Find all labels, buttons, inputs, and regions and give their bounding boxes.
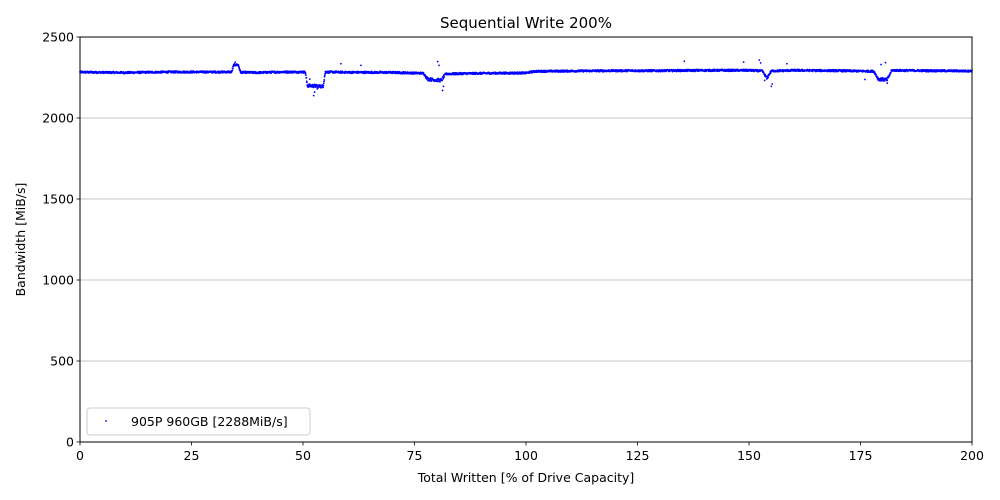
data-point: [881, 77, 884, 79]
data-point: [430, 80, 433, 82]
data-point-outlier: [438, 64, 440, 67]
data-point: [305, 76, 308, 79]
data-point: [304, 74, 307, 77]
data-point: [422, 71, 425, 74]
data-point: [516, 71, 519, 74]
data-point-outlier: [763, 79, 766, 82]
data-point: [443, 76, 446, 78]
x-axis-ticks: 0 25 50 75 100 125 150 175 200: [76, 442, 984, 463]
x-tick-label: 75: [407, 448, 423, 463]
data-point: [323, 79, 326, 81]
data-point-outlier: [884, 61, 887, 64]
data-point: [429, 77, 432, 79]
data-point: [637, 69, 640, 71]
data-point: [886, 79, 889, 81]
grid-lines: [80, 117, 972, 362]
y-axis-label: Bandwidth [MiB/s]: [13, 183, 28, 297]
x-tick-label: 25: [184, 448, 200, 463]
data-point-outlier: [880, 63, 882, 66]
y-tick-label: 1000: [42, 273, 74, 288]
data-point: [767, 76, 770, 79]
legend-entry-label: 905P 960GB [2288MiB/s]: [131, 414, 288, 429]
legend-marker: [105, 420, 107, 422]
x-tick-label: 125: [626, 448, 650, 463]
data-point: [231, 69, 234, 72]
data-point: [762, 71, 765, 74]
data-point: [441, 79, 444, 82]
data-point: [528, 72, 531, 75]
data-point-outlier: [683, 60, 686, 63]
y-axis-ticks: 0 500 1000 1500 2000 2500: [42, 30, 80, 450]
y-tick-label: 1500: [42, 192, 74, 207]
data-point-outlier: [316, 87, 319, 90]
data-point-outlier: [312, 94, 315, 97]
data-point: [317, 86, 320, 89]
data-point: [311, 83, 314, 86]
legend: 905P 960GB [2288MiB/s]: [86, 407, 311, 436]
data-point-outlier: [360, 64, 362, 67]
y-tick-label: 2500: [42, 30, 74, 45]
data-point-outlier: [758, 59, 761, 61]
data-point: [878, 79, 881, 82]
legend-box: [86, 407, 311, 436]
data-point: [442, 77, 445, 80]
data-point: [323, 75, 326, 78]
data-point: [297, 70, 299, 73]
data-point-outlier: [441, 89, 444, 92]
data-point: [883, 79, 886, 82]
x-tick-label: 175: [849, 448, 873, 463]
data-point: [322, 82, 325, 85]
x-tick-label: 50: [295, 448, 311, 463]
data-point-outlier: [771, 83, 774, 85]
data-point: [306, 81, 308, 84]
data-point: [320, 86, 323, 89]
data-points: [79, 59, 973, 97]
data-point: [831, 70, 834, 73]
data-point: [439, 80, 441, 83]
data-point: [322, 84, 325, 87]
data-point-outlier: [786, 62, 788, 65]
data-point: [778, 70, 781, 73]
data-point: [323, 80, 325, 83]
y-tick-label: 2000: [42, 111, 74, 126]
x-tick-label: 150: [737, 448, 761, 463]
data-point: [322, 86, 325, 89]
x-tick-label: 0: [76, 448, 84, 463]
x-tick-label: 200: [960, 448, 984, 463]
data-point-outlier: [436, 60, 439, 63]
data-point: [650, 70, 653, 73]
data-point-outlier: [759, 62, 762, 64]
y-tick-label: 500: [50, 354, 74, 369]
data-point-outlier: [308, 78, 311, 81]
data-point: [314, 86, 317, 89]
data-point-outlier: [442, 85, 445, 88]
data-point-outlier: [313, 91, 316, 93]
data-point: [323, 74, 326, 77]
data-point: [231, 67, 234, 70]
data-point-outlier: [864, 78, 866, 81]
data-point: [318, 83, 321, 86]
data-point-outlier: [770, 85, 773, 88]
data-point-outlier: [742, 61, 745, 64]
x-axis-label: Total Written [% of Drive Capacity]: [417, 470, 635, 485]
chart-title: Sequential Write 200%: [440, 14, 612, 32]
y-tick-label: 0: [66, 435, 74, 450]
data-point-outlier: [886, 82, 889, 85]
data-point-outlier: [340, 62, 342, 65]
data-point: [889, 71, 892, 74]
x-tick-label: 100: [514, 448, 538, 463]
data-point: [764, 73, 767, 76]
data-point-outlier: [234, 61, 237, 64]
data-point: [239, 68, 241, 71]
